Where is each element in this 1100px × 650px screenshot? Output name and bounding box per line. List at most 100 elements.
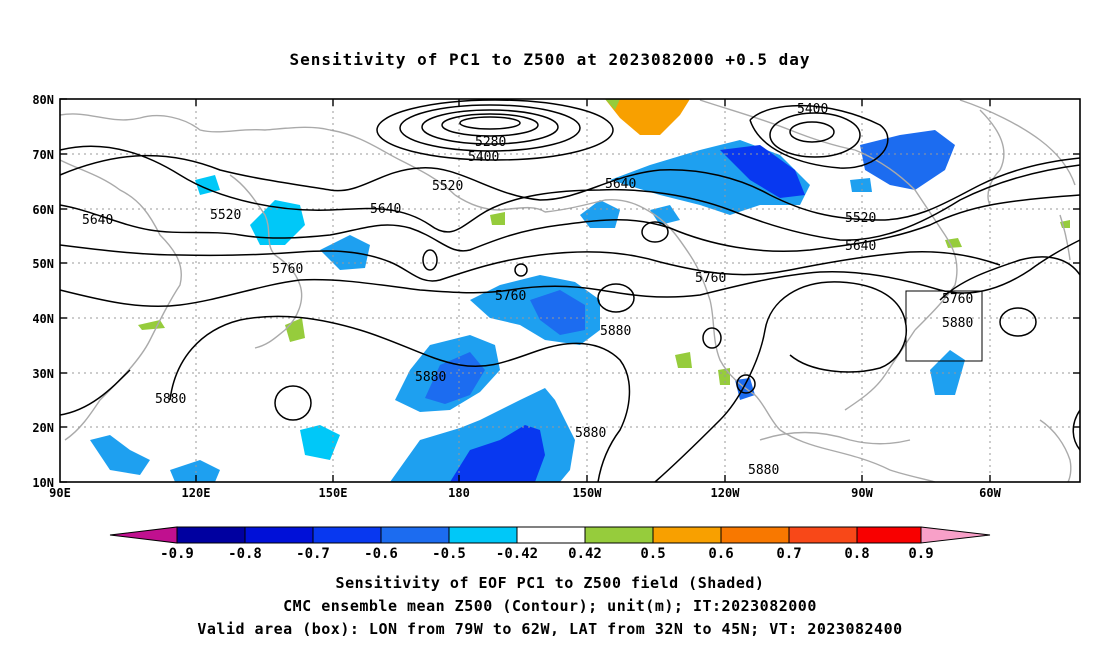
lat-label: 80N (32, 93, 54, 107)
contour-greenland-b (769, 112, 861, 158)
contour-label: 5280 (475, 135, 506, 150)
caption-line-1: Sensitivity of EOF PC1 to Z500 field (Sh… (335, 574, 765, 592)
colorbar-lt-arrow (109, 526, 178, 544)
colorbar-swatch (176, 526, 246, 544)
lat-label: 50N (32, 257, 54, 271)
contour-5880-cell-d (736, 374, 756, 394)
contour-label: 5520 (432, 179, 463, 194)
contour-label: 5880 (942, 316, 973, 331)
lat-label: 40N (32, 312, 54, 326)
colorbar-swatch (720, 526, 790, 544)
contour-5880-east (654, 281, 907, 483)
shading-layer (90, 99, 1070, 482)
colorbar-label: -0.9 (160, 546, 194, 562)
shade-blue-canada-core (720, 145, 805, 198)
contour-5400 (749, 104, 889, 169)
colorbar-swatch (856, 526, 922, 544)
lat-label: 20N (32, 421, 54, 435)
contour-label: 5400 (797, 102, 828, 117)
colorbar-label: 0.7 (776, 546, 801, 562)
contour-5580 (59, 145, 1081, 241)
shade-blue-subtropic-w (300, 425, 340, 460)
contour-5880-main (169, 315, 631, 483)
caption-line-2: CMC ensemble mean Z500 (Contour); unit(m… (283, 597, 817, 615)
lat-label: 70N (32, 148, 54, 162)
colorbar-label: -0.6 (364, 546, 398, 562)
colorbar-label: 0.5 (640, 546, 665, 562)
contour-label: 5520 (845, 211, 876, 226)
colorbar-gt-arrow (920, 526, 991, 544)
lon-label: 180 (448, 486, 470, 500)
contour-5880-cell-a (274, 385, 312, 421)
contour-label: 5520 (210, 208, 241, 223)
contour-5880-cell-g (422, 249, 438, 271)
contour-label: 5640 (82, 213, 113, 228)
contour-edge-w (59, 369, 131, 416)
lon-label: 150W (573, 486, 603, 500)
lon-label: 150E (319, 486, 348, 500)
contour-label: 5640 (370, 202, 401, 217)
contour-5880-cell-b (597, 283, 635, 313)
contour-low-greenland (789, 121, 835, 143)
shade-blue-west-pacific (250, 200, 305, 245)
colorbar-label: 0.8 (844, 546, 869, 562)
colorbar-label: -0.5 (432, 546, 466, 562)
lon-label: 120E (182, 486, 211, 500)
grid-lines (60, 99, 1080, 482)
contour-low-5280-a (459, 116, 521, 130)
shade-green-north (605, 99, 620, 110)
shade-blue-pacific-south-core (450, 425, 545, 482)
contour-label: 5400 (468, 150, 499, 165)
contour-label: 5640 (845, 239, 876, 254)
lon-label: 120W (711, 486, 741, 500)
contour-5880-cell-c (702, 327, 722, 349)
contour-label: 5880 (415, 370, 446, 385)
axis-ticks (60, 98, 1080, 483)
contour-5700 (59, 244, 1001, 282)
contour-labels: 5280 5400 5400 5520 5520 5520 5640 5640 … (82, 102, 973, 478)
contour-label: 5760 (942, 292, 973, 307)
contour-label: 5760 (495, 289, 526, 304)
contour-label: 5880 (748, 463, 779, 478)
z500-contours (59, 99, 1081, 483)
colorbar-swatch (516, 526, 586, 544)
contour-5880-cell-f (641, 221, 669, 243)
lon-label: 90E (49, 486, 71, 500)
colorbar-swatch (652, 526, 722, 544)
contour-label: 5880 (575, 426, 606, 441)
shade-green-kamchatka (490, 212, 505, 225)
colorbar-label: -0.42 (496, 546, 538, 562)
colorbar-swatch (788, 526, 858, 544)
contour-low-5400-a (399, 104, 581, 152)
shade-blue-south-china (90, 435, 150, 475)
colorbar-swatch (380, 526, 450, 544)
shade-blue-hudson (850, 178, 872, 192)
colorbar-label: 0.9 (908, 546, 933, 562)
contour-label: 5880 (600, 324, 631, 339)
contour-5760 (59, 239, 1081, 308)
colorbar-label: 0.42 (568, 546, 602, 562)
colorbar-swatch (448, 526, 518, 544)
shade-green-baja (675, 352, 692, 368)
contour-5520 (59, 154, 1081, 221)
shade-blue-greenland (860, 130, 955, 190)
contour-5880-cell-h (514, 263, 528, 277)
colorbar-swatch (244, 526, 314, 544)
contour-label: 5760 (695, 271, 726, 286)
caption-line-3: Valid area (box): LON from 79W to 62W, L… (197, 620, 903, 638)
colorbar (109, 526, 991, 544)
shade-blue-pacific-ne-core (530, 290, 585, 335)
shade-blue-gulf-alaska (650, 205, 680, 225)
valid-area-box (905, 290, 983, 362)
lon-label: 60W (979, 486, 1001, 500)
colorbar-label: 0.6 (708, 546, 733, 562)
contour-5880-cell-e (999, 307, 1037, 337)
colorbar-swatch (312, 526, 382, 544)
lat-label: 30N (32, 367, 54, 381)
map-title: Sensitivity of PC1 to Z500 at 2023082000… (289, 50, 811, 69)
map-frame (59, 98, 1081, 483)
contour-low-5340 (421, 109, 559, 145)
shade-orange-north (605, 99, 690, 135)
colorbar-label: -0.7 (296, 546, 330, 562)
